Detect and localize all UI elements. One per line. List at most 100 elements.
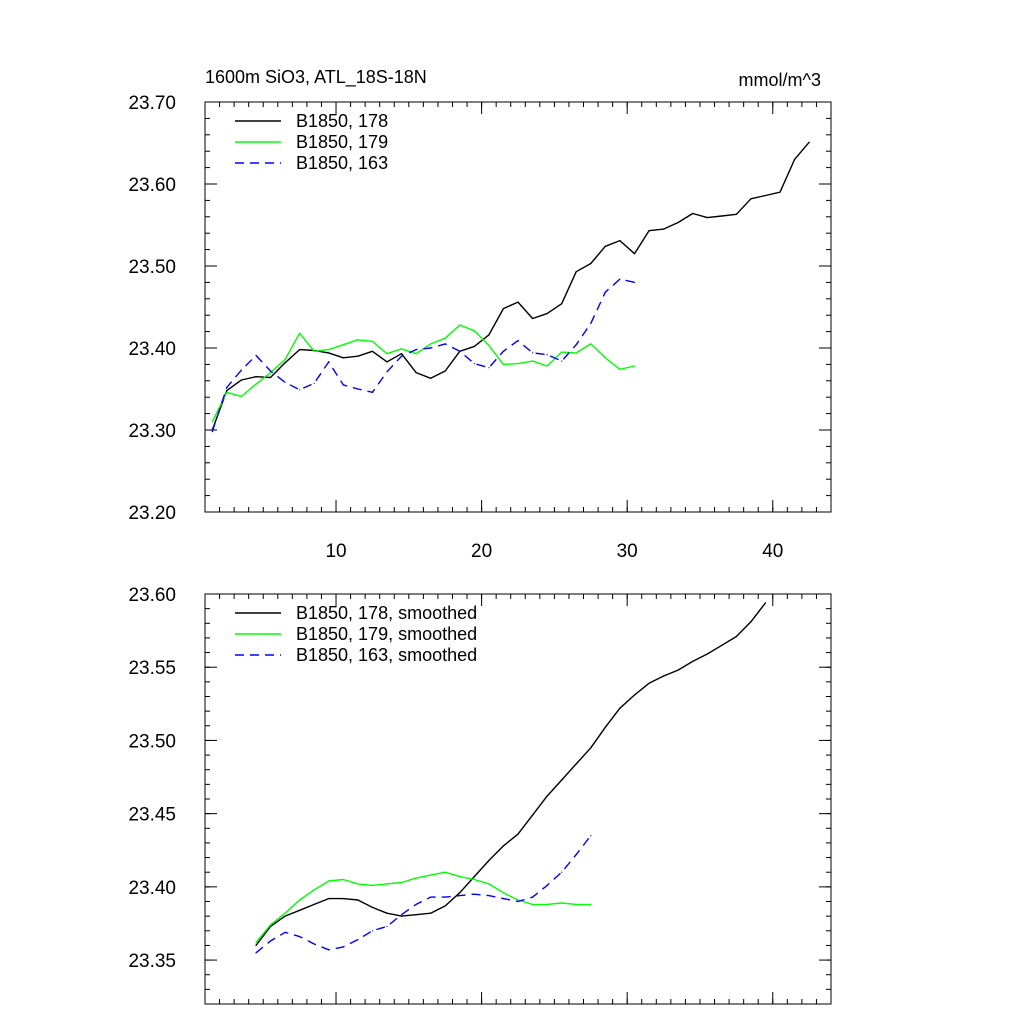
p1-data-point-b1850-178 bbox=[502, 308, 504, 310]
p1-data-point-b1850-178 bbox=[779, 191, 781, 193]
p1-data-point-b1850-163 bbox=[590, 322, 592, 324]
p2-data-point-b1850-163-smoothed bbox=[400, 914, 403, 916]
p2-data-point-b1850-179-smoothed bbox=[342, 878, 344, 881]
p1-data-point-b1850-178 bbox=[240, 379, 242, 381]
p1-data-point-b1850-163 bbox=[532, 352, 534, 354]
p1-legend-label-b1850-163: B1850, 163 bbox=[296, 153, 388, 173]
p2-data-point-b1850-179-smoothed bbox=[313, 889, 315, 891]
p1-data-point-b1850-178 bbox=[517, 301, 519, 303]
p2-data-point-b1850-179-smoothed bbox=[255, 941, 257, 944]
p2-data-point-b1850-163-smoothed bbox=[502, 898, 504, 900]
p2-data-point-b1850-179-smoothed bbox=[386, 883, 388, 885]
p1-data-point-b1850-179 bbox=[590, 343, 592, 345]
p1-y-tick-label-23-40: 23.40 bbox=[128, 339, 176, 360]
p1-data-point-b1850-163 bbox=[561, 360, 563, 362]
p1-data-point-b1850-163 bbox=[342, 384, 344, 386]
p1-data-point-b1850-178 bbox=[328, 352, 330, 354]
p2-legend-label-b1850-178-smoothed: B1850, 178, smoothed bbox=[296, 603, 477, 623]
p1-legend-label-b1850-178: B1850, 178 bbox=[296, 111, 388, 131]
p2-data-point-b1850-179-smoothed bbox=[517, 899, 519, 901]
p2-y-tick-label-23-60: 23.60 bbox=[128, 585, 176, 606]
p1-y-tick-label-23-50: 23.50 bbox=[128, 257, 176, 278]
p1-data-point-b1850-179 bbox=[473, 330, 475, 332]
p1-data-point-b1850-179 bbox=[269, 372, 272, 374]
p2-data-point-b1850-163-smoothed bbox=[430, 896, 432, 898]
p2-data-point-b1850-178-smoothed bbox=[502, 845, 504, 847]
p2-data-point-b1850-178-smoothed bbox=[473, 876, 475, 878]
p1-data-point-b1850-178 bbox=[488, 334, 490, 336]
p1-data-point-b1850-178 bbox=[590, 262, 592, 265]
p2-data-point-b1850-179-smoothed bbox=[284, 912, 286, 914]
p1-y-tick-label-23-70: 23.70 bbox=[128, 93, 176, 114]
p1-data-point-b1850-179 bbox=[357, 339, 359, 341]
p1-data-point-b1850-178 bbox=[444, 370, 446, 372]
p2-data-point-b1850-163-smoothed bbox=[575, 854, 577, 856]
p2-data-point-b1850-163-smoothed bbox=[284, 931, 286, 933]
p1-data-point-b1850-178 bbox=[371, 350, 373, 352]
p1-data-point-b1850-179 bbox=[299, 332, 301, 334]
p1-data-point-b1850-178 bbox=[561, 303, 563, 305]
chart-title: 1600m SiO3, ATL_18S-18N bbox=[205, 67, 427, 88]
p1-x-tick-label-30: 30 bbox=[617, 541, 638, 562]
p2-data-point-b1850-178-smoothed bbox=[575, 763, 577, 765]
p1-x-tick-label-40: 40 bbox=[762, 541, 783, 562]
p2-data-point-b1850-179-smoothed bbox=[546, 903, 548, 906]
p2-data-point-b1850-163-smoothed bbox=[328, 949, 330, 951]
p2-data-point-b1850-163-smoothed bbox=[386, 925, 388, 928]
p1-data-point-b1850-178 bbox=[415, 372, 417, 374]
p1-data-point-b1850-163 bbox=[269, 370, 272, 372]
p2-data-point-b1850-178-smoothed bbox=[532, 814, 534, 816]
p1-data-point-b1850-179 bbox=[430, 343, 432, 345]
p2-data-point-b1850-178-smoothed bbox=[284, 915, 286, 917]
p2-data-point-b1850-178-smoothed bbox=[706, 653, 708, 655]
p2-y-tick-label-23-35: 23.35 bbox=[128, 951, 176, 972]
p1-plot-frame bbox=[204, 101, 832, 513]
p1-data-point-b1850-179 bbox=[284, 358, 286, 361]
p1-data-point-b1850-163 bbox=[604, 291, 606, 293]
p2-data-point-b1850-179-smoothed bbox=[371, 884, 373, 887]
p2-data-point-b1850-178-smoothed bbox=[764, 602, 767, 604]
p1-data-point-b1850-163 bbox=[255, 354, 257, 356]
p1-y-tick-label-23-20: 23.20 bbox=[128, 503, 176, 524]
p2-y-tick-label-23-45: 23.45 bbox=[128, 805, 176, 826]
p1-data-point-b1850-178 bbox=[619, 240, 621, 242]
p2-data-point-b1850-178-smoothed bbox=[444, 905, 446, 907]
p2-series-line-b1850-178-smoothed bbox=[255, 602, 767, 946]
p2-data-point-b1850-178-smoothed bbox=[590, 747, 592, 749]
p2-data-point-b1850-178-smoothed bbox=[604, 726, 606, 728]
p2-data-point-b1850-178-smoothed bbox=[750, 621, 752, 623]
p2-y-tick-label-23-40: 23.40 bbox=[128, 878, 176, 899]
p1-data-point-b1850-178 bbox=[226, 390, 228, 392]
p1-data-point-b1850-178 bbox=[706, 217, 708, 219]
p1-data-point-b1850-178 bbox=[255, 376, 257, 378]
p1-data-point-b1850-163 bbox=[313, 382, 315, 384]
p2-data-point-b1850-178-smoothed bbox=[255, 944, 257, 947]
p2-data-point-b1850-163-smoothed bbox=[371, 930, 373, 932]
p1-data-point-b1850-179 bbox=[633, 365, 636, 367]
p2-data-point-b1850-163-smoothed bbox=[299, 936, 301, 938]
p1-data-point-b1850-178 bbox=[677, 221, 679, 224]
p2-legend-label-b1850-163-smoothed: B1850, 163, smoothed bbox=[296, 645, 477, 665]
p1-series-line-b1850-163 bbox=[211, 278, 635, 432]
p2-data-point-b1850-179-smoothed bbox=[590, 903, 592, 906]
p2-data-point-b1850-178-smoothed bbox=[430, 912, 432, 914]
p2-data-point-b1850-178-smoothed bbox=[386, 912, 388, 914]
p1-data-point-b1850-163 bbox=[444, 343, 446, 345]
p2-data-point-b1850-163-smoothed bbox=[313, 943, 315, 945]
p1-data-point-b1850-178 bbox=[532, 317, 534, 320]
p1-data-point-b1850-179 bbox=[386, 353, 388, 355]
p1-data-point-b1850-163 bbox=[328, 361, 330, 363]
p1-data-point-b1850-163 bbox=[299, 389, 301, 391]
p2-data-point-b1850-179-smoothed bbox=[444, 871, 446, 873]
p2-data-point-b1850-179-smoothed bbox=[502, 892, 504, 894]
p2-data-point-b1850-178-smoothed bbox=[677, 669, 679, 671]
p2-data-point-b1850-163-smoothed bbox=[517, 900, 519, 903]
p1-data-point-b1850-163 bbox=[502, 350, 504, 352]
p1-data-point-b1850-178 bbox=[546, 313, 548, 315]
p2-data-point-b1850-178-smoothed bbox=[561, 779, 563, 781]
p1-data-point-b1850-179 bbox=[313, 350, 315, 352]
p2-data-point-b1850-178-smoothed bbox=[633, 694, 636, 696]
p1-data-point-b1850-163 bbox=[633, 281, 636, 283]
p1-data-point-b1850-163 bbox=[400, 355, 403, 357]
